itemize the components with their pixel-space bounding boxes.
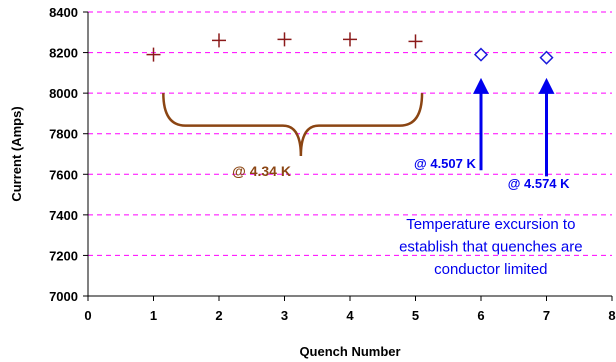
x-tick-label: 3 [281,308,288,323]
y-tick-label: 7200 [49,248,78,263]
x-tick-label: 0 [84,308,91,323]
y-tick-label: 8400 [49,5,78,20]
plus-marker [408,34,423,49]
arrow-6-head [473,77,489,94]
gridlines [88,11,612,256]
brace-label: @ 4.34 K [232,163,291,179]
axes: 7000 7200 7400 7600 7800 8000 8200 8400 0 1 2 3 4 5 6 7… [49,5,616,323]
plus-marker [277,32,292,47]
x-tick-label: 2 [215,308,222,323]
note-line: establish that quenches are [399,239,582,256]
data-points [146,32,554,65]
diamond-marker [539,50,554,65]
y-tick-label: 7000 [49,289,78,304]
y-axis-title: Current (Amps) [9,106,24,201]
arrow-7-head [538,77,555,94]
y-tick-label: 8000 [49,86,78,101]
y-tick-label: 7400 [49,208,78,223]
note-line: conductor limited [434,261,547,278]
arrow-6-label: @ 4.507 K [414,156,476,171]
note-line: Temperature excursion to [406,216,575,233]
annotations: @ 4.34 K @ 4.507 K @ 4.574 K Temperature ex… [162,77,583,278]
y-tick-label: 8200 [49,46,78,61]
diamond-marker [473,47,489,62]
plus-marker [343,32,357,47]
x-axis-title: Quench Number [299,344,400,359]
x-tick-label: 7 [543,308,550,323]
plus-marker [212,33,226,48]
x-tick-label: 8 [608,308,615,323]
arrow-7-label: @ 4.574 K [508,176,570,191]
x-tick-label: 4 [346,308,354,323]
x-tick-label: 6 [477,308,484,323]
x-tick-label: 1 [150,308,157,323]
brace [162,93,424,157]
plus-marker [146,47,161,62]
y-tick-label: 7800 [49,127,78,142]
x-tick-label: 5 [412,308,419,323]
y-tick-label: 7600 [49,167,78,182]
